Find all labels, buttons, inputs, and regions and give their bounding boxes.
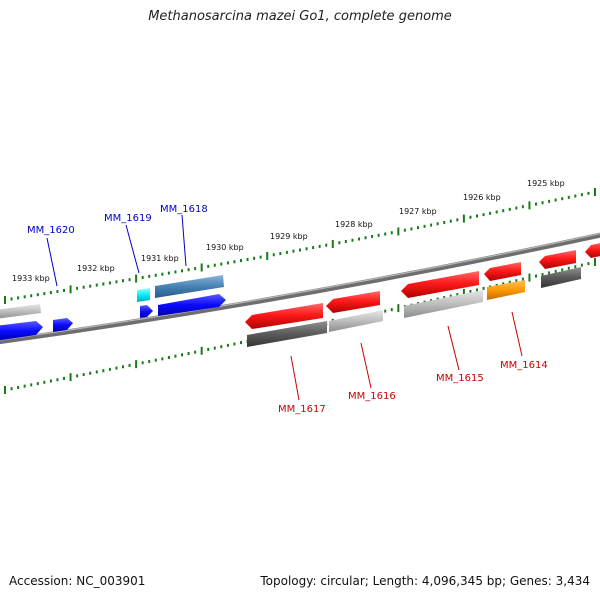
gene-feature[interactable] bbox=[247, 321, 327, 347]
gene-feature[interactable] bbox=[137, 288, 150, 302]
gene-feature[interactable] bbox=[158, 294, 226, 316]
gene-feature[interactable] bbox=[401, 271, 479, 298]
gene-feature[interactable] bbox=[539, 250, 576, 269]
gene-feature[interactable] bbox=[541, 267, 581, 288]
gene-feature[interactable] bbox=[585, 242, 600, 258]
gene-feature[interactable] bbox=[487, 280, 525, 300]
kbp-labels: 1933 kbp 1932 kbp 1931 kbp 1930 kbp 1929… bbox=[12, 179, 565, 283]
kbp-label: 1929 kbp bbox=[270, 232, 308, 241]
gene-feature[interactable] bbox=[0, 304, 41, 319]
gene-feature[interactable] bbox=[140, 305, 153, 318]
genome-summary-text: Topology: circular; Length: 4,096,345 bp… bbox=[260, 574, 590, 588]
kbp-label: 1927 kbp bbox=[399, 207, 437, 216]
gene-labels: MM_1620 MM_1619 MM_1618 MM_1617 MM_1616 … bbox=[27, 204, 548, 415]
callout-lines bbox=[46, 214, 523, 401]
gene-label-mm-1618[interactable]: MM_1618 bbox=[160, 204, 208, 215]
map-title: Methanosarcina mazei Go1, complete genom… bbox=[148, 9, 452, 24]
gene-feature[interactable] bbox=[0, 321, 43, 341]
kbp-label: 1925 kbp bbox=[527, 179, 565, 188]
accession-text: Accession: NC_003901 bbox=[9, 574, 146, 588]
kbp-label: 1932 kbp bbox=[77, 264, 115, 273]
forward-genes bbox=[0, 275, 226, 341]
gene-feature[interactable] bbox=[53, 318, 73, 332]
gene-feature[interactable] bbox=[245, 303, 323, 329]
kbp-label: 1926 kbp bbox=[463, 193, 501, 202]
gene-feature[interactable] bbox=[155, 275, 224, 298]
gene-feature[interactable] bbox=[326, 291, 380, 313]
reverse-genes bbox=[245, 242, 600, 347]
gene-label-mm-1616[interactable]: MM_1616 bbox=[348, 391, 396, 402]
gene-feature[interactable] bbox=[484, 262, 521, 281]
gene-label-mm-1619[interactable]: MM_1619 bbox=[104, 213, 152, 224]
gene-label-mm-1620[interactable]: MM_1620 bbox=[27, 225, 75, 236]
kbp-label: 1928 kbp bbox=[335, 220, 373, 229]
kbp-label: 1931 kbp bbox=[141, 254, 179, 263]
genome-backbone bbox=[0, 232, 600, 345]
gene-label-mm-1617[interactable]: MM_1617 bbox=[278, 404, 326, 415]
gene-label-mm-1615[interactable]: MM_1615 bbox=[436, 373, 484, 384]
kbp-label: 1933 kbp bbox=[12, 274, 50, 283]
gene-label-mm-1614[interactable]: MM_1614 bbox=[500, 360, 548, 371]
gene-feature[interactable] bbox=[404, 290, 483, 318]
gene-feature[interactable] bbox=[329, 310, 383, 332]
kbp-label: 1930 kbp bbox=[206, 243, 244, 252]
upper-tick-track bbox=[4, 188, 596, 304]
